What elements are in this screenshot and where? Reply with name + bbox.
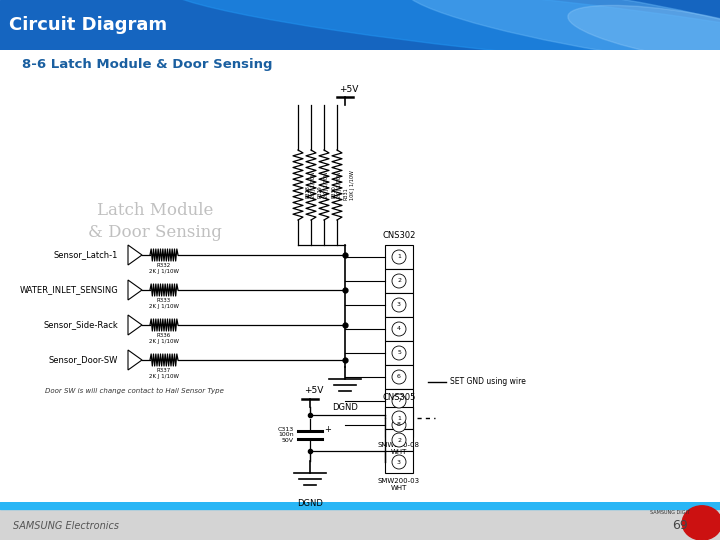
Text: 69: 69 bbox=[672, 519, 688, 532]
Text: DGND: DGND bbox=[332, 403, 358, 412]
Bar bbox=[385, 365, 413, 389]
Ellipse shape bbox=[568, 5, 720, 65]
Text: 3: 3 bbox=[397, 460, 401, 464]
Text: 1: 1 bbox=[397, 254, 401, 260]
Circle shape bbox=[392, 418, 406, 432]
Text: C313
100n
50V: C313 100n 50V bbox=[278, 427, 294, 443]
Text: DGND: DGND bbox=[297, 499, 323, 508]
Bar bbox=[385, 317, 413, 341]
Text: 5: 5 bbox=[397, 350, 401, 355]
Text: 2: 2 bbox=[397, 437, 401, 442]
Text: Sensor_Latch-1: Sensor_Latch-1 bbox=[53, 251, 118, 260]
Circle shape bbox=[392, 346, 406, 360]
Text: R336
2K J 1/10W: R336 2K J 1/10W bbox=[149, 333, 179, 344]
Text: 7: 7 bbox=[397, 399, 401, 403]
Circle shape bbox=[392, 370, 406, 384]
Text: R328
2K J 1/10W: R328 2K J 1/10W bbox=[305, 172, 316, 198]
Circle shape bbox=[392, 274, 406, 288]
Circle shape bbox=[392, 433, 406, 447]
Ellipse shape bbox=[165, 0, 720, 71]
Text: 6: 6 bbox=[397, 375, 401, 380]
Bar bbox=[385, 245, 413, 269]
Text: 4: 4 bbox=[397, 327, 401, 332]
Circle shape bbox=[392, 298, 406, 312]
Text: Circuit Diagram: Circuit Diagram bbox=[9, 16, 167, 34]
Text: +5V: +5V bbox=[305, 386, 324, 395]
Bar bbox=[385, 451, 413, 473]
Circle shape bbox=[392, 411, 406, 425]
Text: SMW250-08
WHT: SMW250-08 WHT bbox=[378, 442, 420, 455]
Text: SAMSUNG DIGIT: SAMSUNG DIGIT bbox=[649, 510, 690, 515]
Text: R329
2K J 1/10W: R329 2K J 1/10W bbox=[318, 172, 329, 198]
Text: +: + bbox=[324, 424, 331, 434]
Text: R337
2K J 1/10W: R337 2K J 1/10W bbox=[149, 368, 179, 379]
Text: 1: 1 bbox=[397, 415, 401, 421]
Text: R332
2K J 1/10W: R332 2K J 1/10W bbox=[149, 263, 179, 274]
Circle shape bbox=[392, 322, 406, 336]
Text: 2: 2 bbox=[397, 279, 401, 284]
Text: Door SW is will change contact to Hall Sensor Type: Door SW is will change contact to Hall S… bbox=[45, 388, 224, 394]
Bar bbox=[0, 502, 720, 509]
Text: +5V: +5V bbox=[339, 85, 359, 94]
Bar bbox=[385, 407, 413, 429]
Bar bbox=[385, 269, 413, 293]
Text: 8-6 Latch Module & Door Sensing: 8-6 Latch Module & Door Sensing bbox=[22, 58, 272, 71]
Bar bbox=[385, 293, 413, 317]
Circle shape bbox=[392, 455, 406, 469]
Text: CNS302: CNS302 bbox=[382, 231, 415, 240]
Text: R331
10K J 1/10W: R331 10K J 1/10W bbox=[344, 170, 355, 200]
Text: 8: 8 bbox=[397, 422, 401, 428]
Circle shape bbox=[392, 394, 406, 408]
Bar bbox=[385, 429, 413, 451]
Text: Latch Module
& Door Sensing: Latch Module & Door Sensing bbox=[88, 202, 222, 241]
Bar bbox=[385, 341, 413, 365]
Bar bbox=[385, 389, 413, 413]
Text: SMW200-03
WHT: SMW200-03 WHT bbox=[378, 478, 420, 491]
Ellipse shape bbox=[405, 0, 720, 69]
Text: R333
2K J 1/10W: R333 2K J 1/10W bbox=[149, 298, 179, 309]
Text: Sensor_Side-Rack: Sensor_Side-Rack bbox=[43, 321, 118, 329]
Text: WATER_INLET_SENSING: WATER_INLET_SENSING bbox=[19, 286, 118, 294]
Bar bbox=[385, 413, 413, 437]
Text: R330
2K J 1/10W: R330 2K J 1/10W bbox=[331, 172, 342, 198]
Circle shape bbox=[392, 250, 406, 264]
Text: Sensor_Door-SW: Sensor_Door-SW bbox=[49, 355, 118, 364]
Ellipse shape bbox=[683, 506, 720, 540]
Text: SAMSUNG Electronics: SAMSUNG Electronics bbox=[13, 521, 119, 531]
Text: 3: 3 bbox=[397, 302, 401, 307]
Text: CNS305: CNS305 bbox=[382, 393, 415, 402]
Text: SET GND using wire: SET GND using wire bbox=[450, 377, 526, 387]
